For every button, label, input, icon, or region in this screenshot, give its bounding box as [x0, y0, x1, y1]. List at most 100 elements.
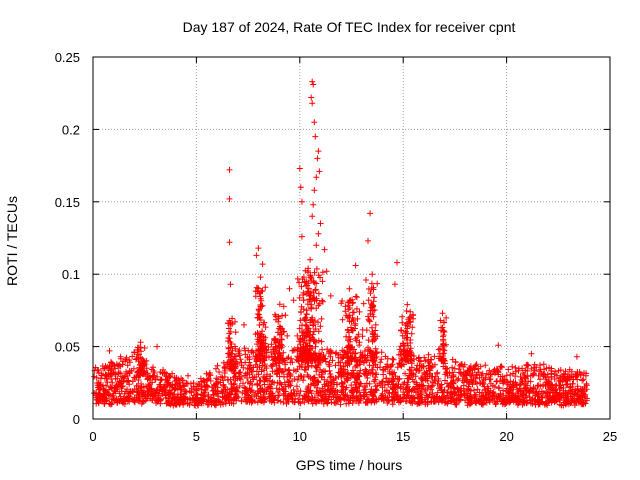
x-tick-label: 10: [293, 429, 307, 444]
data-point: [511, 382, 517, 389]
y-axis-title: ROTI / TECUs: [4, 196, 20, 286]
data-point: [372, 321, 379, 328]
data-point: [507, 371, 514, 378]
data-point: [501, 397, 508, 404]
data-point: [455, 391, 462, 398]
data-point: [491, 383, 498, 390]
data-point: [259, 362, 266, 369]
data-point: [160, 383, 167, 390]
data-point: [365, 237, 371, 244]
data-point: [344, 362, 351, 369]
data-point: [314, 155, 321, 162]
data-point: [296, 165, 303, 172]
data-point: [214, 362, 221, 369]
data-point: [332, 362, 339, 369]
data-point: [428, 383, 435, 390]
data-point: [482, 395, 489, 402]
data-point: [286, 285, 293, 292]
data-point: [366, 362, 373, 369]
data-point: [555, 378, 562, 384]
data-point: [455, 366, 462, 373]
data-point: [392, 373, 399, 380]
data-point: [450, 373, 457, 380]
grid-lines: [93, 57, 610, 419]
data-point: [319, 346, 326, 353]
data-point: [352, 262, 359, 269]
data-point: [528, 365, 535, 372]
data-point: [310, 81, 317, 88]
data-point: [318, 315, 325, 322]
data-point: [227, 281, 234, 288]
data-point: [309, 213, 316, 220]
data-point: [315, 362, 322, 368]
data-point: [391, 281, 398, 288]
data-point: [303, 311, 310, 317]
data-point: [381, 382, 388, 388]
data-point: [489, 392, 496, 399]
data-point: [197, 375, 204, 382]
data-point: [455, 375, 462, 382]
data-point: [551, 376, 558, 382]
data-point: [120, 358, 127, 365]
data-point: [296, 392, 303, 399]
data-point: [353, 294, 360, 301]
data-point: [278, 381, 285, 388]
data-point: [373, 371, 380, 378]
data-point: [311, 119, 318, 126]
data-point: [154, 343, 161, 350]
data-point: [185, 372, 191, 379]
data-point: [352, 384, 359, 391]
data-point: [310, 201, 317, 208]
data-point: [311, 279, 318, 286]
data-point: [220, 359, 227, 366]
y-tick-label: 0.1: [62, 267, 80, 282]
data-point: [187, 380, 194, 387]
data-point: [409, 376, 416, 383]
data-point: [112, 365, 119, 372]
x-tick-label: 5: [193, 429, 200, 444]
data-point: [579, 377, 586, 384]
data-point: [350, 309, 357, 316]
data-point: [512, 364, 519, 371]
data-point: [518, 377, 525, 383]
data-point: [259, 261, 266, 268]
data-point: [139, 393, 146, 400]
data-point: [268, 341, 275, 348]
data-point: [262, 284, 269, 291]
data-point: [363, 380, 370, 387]
data-point: [383, 375, 390, 382]
data-point: [298, 198, 305, 205]
data-point: [318, 338, 325, 345]
data-point: [379, 379, 385, 385]
data-point: [448, 398, 455, 405]
data-point: [279, 368, 286, 375]
data-point: [239, 389, 246, 396]
data-point: [320, 388, 327, 395]
data-point: [423, 368, 430, 375]
data-point: [104, 379, 111, 386]
data-point: [236, 347, 243, 354]
y-tick-label: 0.15: [55, 195, 80, 210]
data-point: [335, 359, 342, 366]
data-point: [123, 368, 129, 375]
data-point: [377, 359, 384, 366]
data-point: [431, 353, 438, 360]
data-point: [366, 317, 373, 324]
data-point: [486, 367, 493, 374]
data-point: [176, 380, 183, 386]
data-point: [530, 364, 537, 371]
data-point: [226, 166, 233, 173]
data-point: [356, 361, 363, 368]
data-point: [297, 184, 304, 191]
data-point: [106, 347, 113, 354]
data-point: [364, 375, 371, 381]
data-point: [285, 367, 292, 374]
data-point: [367, 210, 374, 217]
data-point: [294, 376, 301, 383]
data-point: [365, 337, 372, 344]
data-point: [424, 385, 431, 391]
y-tick-label: 0.25: [55, 50, 80, 65]
data-point: [362, 366, 369, 373]
data-point: [313, 368, 320, 375]
